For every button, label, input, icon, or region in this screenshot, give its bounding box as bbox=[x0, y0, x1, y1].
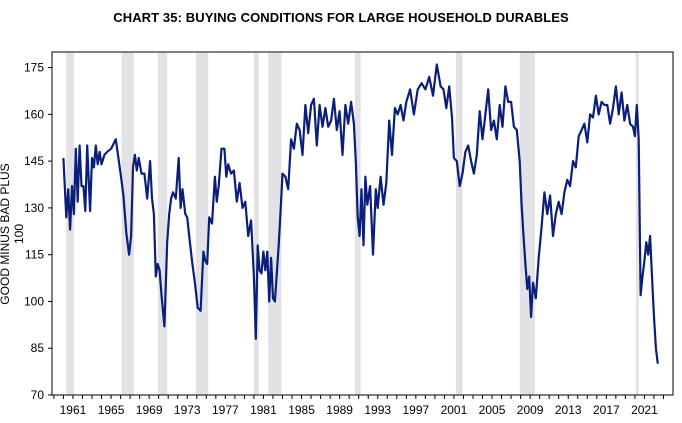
x-tick-label: 1973 bbox=[174, 403, 201, 417]
x-tick-label: 2021 bbox=[631, 403, 658, 417]
x-axis-ticks: 1961 1965 1969 1973 1977 1981 1985 1989 1993 1997… bbox=[53, 395, 664, 417]
recession-band bbox=[253, 53, 259, 395]
recession-band bbox=[635, 53, 639, 395]
recession-band bbox=[195, 53, 209, 395]
x-tick-label: 2005 bbox=[479, 403, 506, 417]
x-tick-label: 1997 bbox=[402, 403, 429, 417]
y-tick-label: 70 bbox=[31, 388, 45, 402]
y-tick-label: 130 bbox=[24, 201, 44, 215]
plot-area-border bbox=[51, 51, 674, 396]
x-tick-label: 1965 bbox=[98, 403, 125, 417]
x-tick-label: 1989 bbox=[326, 403, 353, 417]
series-line bbox=[62, 63, 659, 364]
y-tick-label: 100 bbox=[24, 294, 44, 308]
y-tick-label: 85 bbox=[31, 341, 45, 355]
x-tick-label: 1985 bbox=[288, 403, 315, 417]
x-tick-label: 1977 bbox=[212, 403, 239, 417]
y-axis-ticks: 70 85 100 115 130 145 160 175 bbox=[24, 61, 52, 402]
recession-band bbox=[268, 53, 282, 395]
x-tick-label: 1969 bbox=[136, 403, 163, 417]
recession-band bbox=[157, 53, 168, 395]
x-tick-label: 1961 bbox=[60, 403, 87, 417]
x-tick-label: 1993 bbox=[364, 403, 391, 417]
y-tick-label: 175 bbox=[24, 61, 44, 75]
x-tick-label: 2013 bbox=[555, 403, 582, 417]
recession-band bbox=[121, 53, 134, 395]
x-tick-label: 1981 bbox=[250, 403, 277, 417]
y-tick-label: 145 bbox=[24, 154, 44, 168]
chart-title: CHART 35: BUYING CONDITIONS FOR LARGE HO… bbox=[113, 10, 569, 25]
recession-band bbox=[455, 53, 463, 395]
y-tick-label: 160 bbox=[24, 107, 44, 121]
x-tick-label: 2009 bbox=[517, 403, 544, 417]
x-tick-label: 2001 bbox=[441, 403, 468, 417]
y-tick-label: 115 bbox=[25, 248, 44, 262]
x-tick-label: 2017 bbox=[593, 403, 620, 417]
